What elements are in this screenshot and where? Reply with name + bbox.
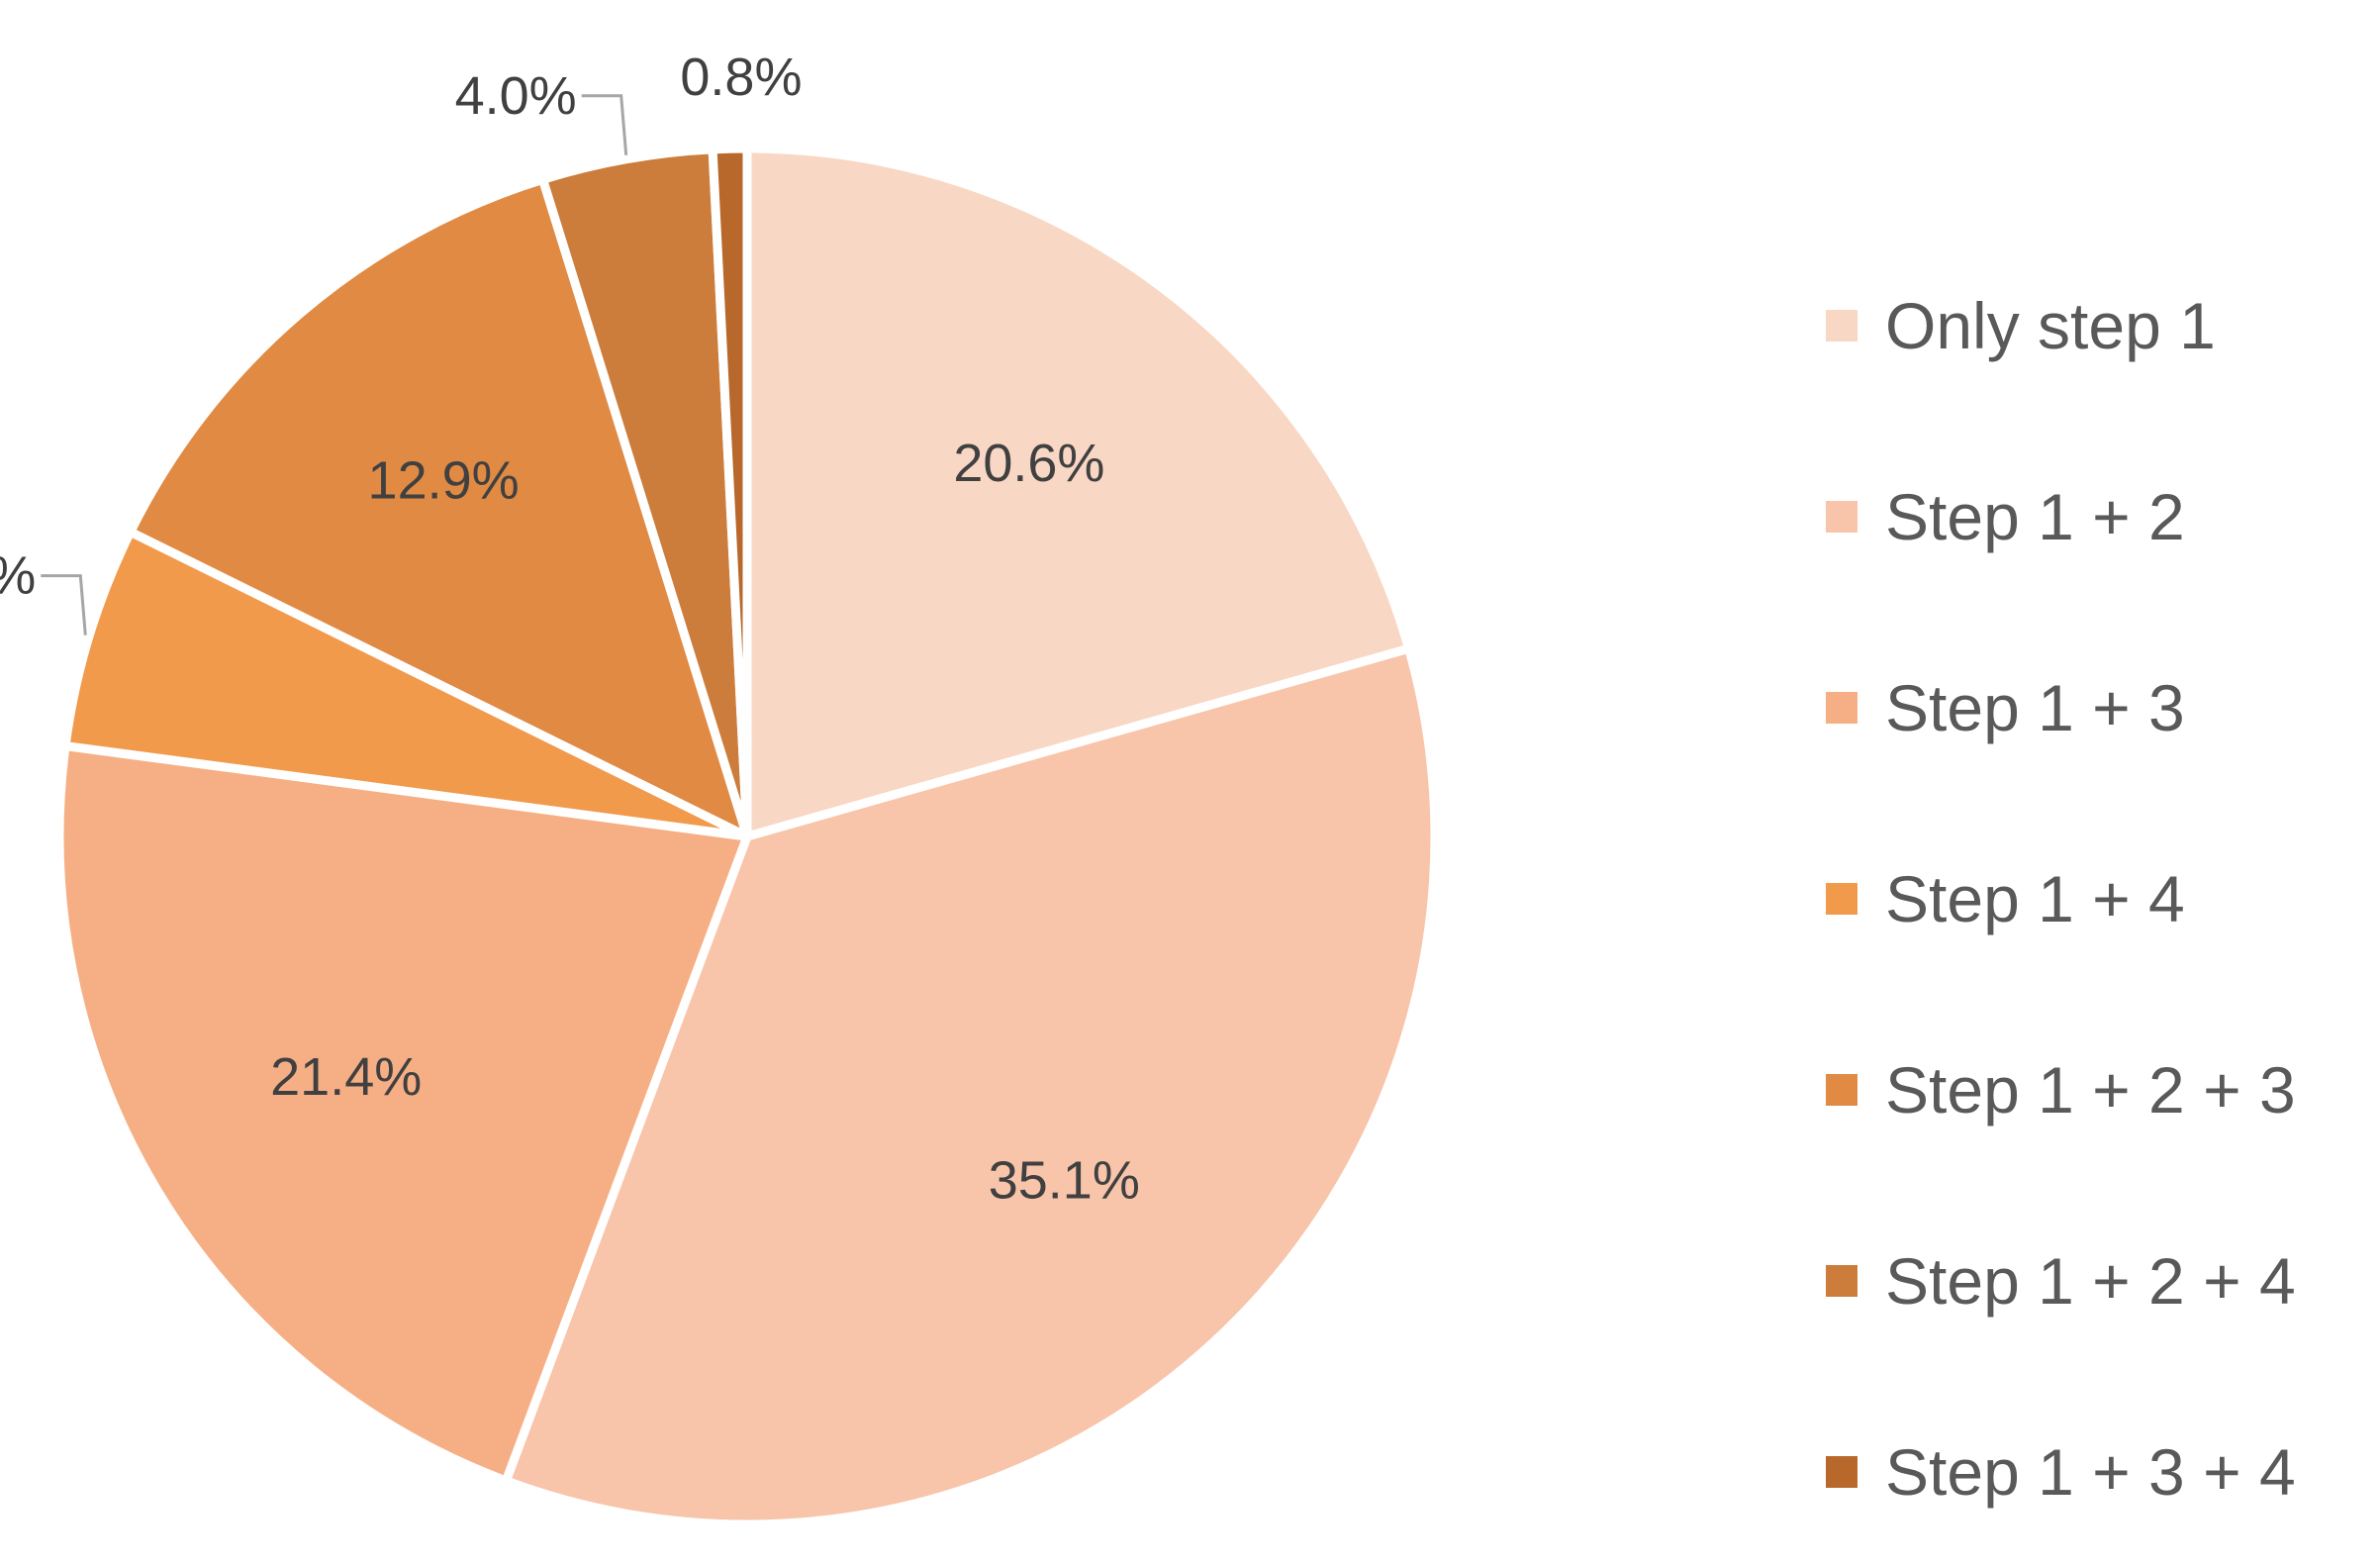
data-labels: 20.6% 35.1% 21.4% 5.2% 12.9% 4.0% 0.8% xyxy=(0,48,1140,1210)
legend-swatch-step-1-4 xyxy=(1826,882,1857,915)
legend-swatch-step-1-3 xyxy=(1826,691,1857,724)
legend-swatch-step-1-2-3 xyxy=(1826,1073,1857,1106)
pie-slice-only-step-1 xyxy=(742,144,1414,841)
pie-slice-step-1-4 xyxy=(60,527,752,841)
legend-label-only-step-1: Only step 1 xyxy=(1885,288,2216,362)
data-label-step-1-4: 5.2% xyxy=(0,546,36,606)
legend-swatch-step-1-3-4 xyxy=(1826,1455,1857,1488)
legend-label-step-1-2-3: Step 1 + 2 + 3 xyxy=(1885,1052,2296,1126)
legend-swatch-step-1-2-4 xyxy=(1826,1264,1857,1297)
pie-slice-step-1-3 xyxy=(54,741,752,1486)
data-label-step-1-2-4: 4.0% xyxy=(455,66,577,126)
pie-slices xyxy=(54,144,1440,1529)
legend-item-only-step-1: Only step 1 xyxy=(1826,230,2360,421)
leader-line-step-1-2-4 xyxy=(581,94,628,155)
data-label-step-1-3-4: 0.8% xyxy=(680,48,802,107)
legend: Only step 1 Step 1 + 2 Step 1 + 3 Step 1… xyxy=(1826,230,2360,1567)
legend-item-step-1-2: Step 1 + 2 xyxy=(1826,421,2360,612)
legend-label-step-1-3: Step 1 + 3 xyxy=(1885,670,2185,744)
legend-swatch-only-step-1 xyxy=(1826,309,1857,342)
legend-label-step-1-4: Step 1 + 4 xyxy=(1885,861,2185,935)
legend-item-step-1-4: Step 1 + 4 xyxy=(1826,803,2360,994)
legend-item-step-1-2-4: Step 1 + 2 + 4 xyxy=(1826,1185,2360,1376)
pie-slice-step-1-3-4 xyxy=(708,144,752,841)
data-label-step-1-2-3: 12.9% xyxy=(368,451,520,511)
legend-swatch-step-1-2 xyxy=(1826,500,1857,533)
legend-label-step-1-2: Step 1 + 2 xyxy=(1885,479,2185,553)
legend-item-step-1-3: Step 1 + 3 xyxy=(1826,612,2360,803)
leader-line-step-1-4 xyxy=(41,574,87,636)
legend-item-step-1-3-4: Step 1 + 3 + 4 xyxy=(1826,1376,2360,1567)
legend-label-step-1-3-4: Step 1 + 3 + 4 xyxy=(1885,1434,2296,1509)
data-label-only-step-1: 20.6% xyxy=(953,434,1104,493)
legend-item-step-1-2-3: Step 1 + 2 + 3 xyxy=(1826,994,2360,1185)
leader-lines xyxy=(41,94,628,636)
data-label-step-1-2: 35.1% xyxy=(989,1151,1140,1211)
legend-label-step-1-2-4: Step 1 + 2 + 4 xyxy=(1885,1243,2296,1318)
data-label-step-1-3: 21.4% xyxy=(270,1047,422,1107)
